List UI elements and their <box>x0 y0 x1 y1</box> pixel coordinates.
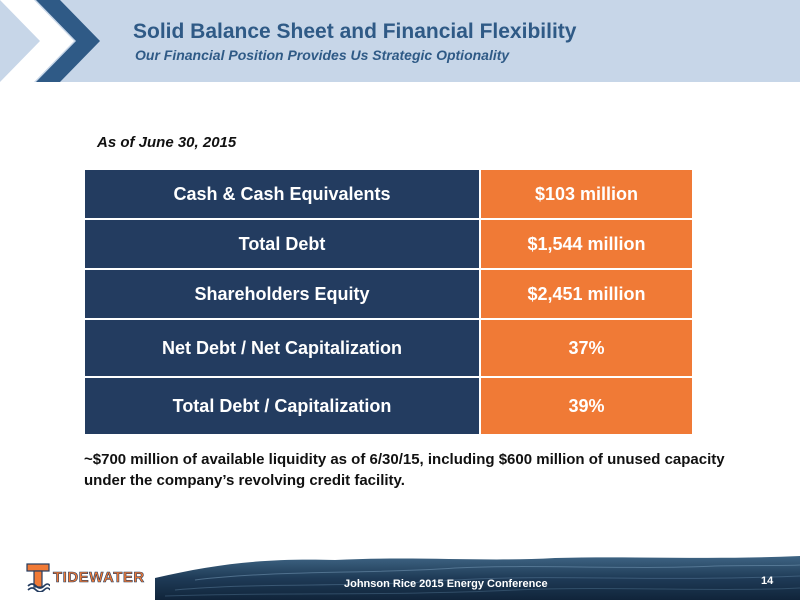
table-row: Total Debt $1,544 million <box>83 218 694 270</box>
row-value: 39% <box>479 376 694 436</box>
header-band: Solid Balance Sheet and Financial Flexib… <box>0 0 800 82</box>
row-value: $1,544 million <box>479 218 694 270</box>
table-row: Total Debt / Capitalization 39% <box>83 376 694 436</box>
slide-title: Solid Balance Sheet and Financial Flexib… <box>133 20 577 43</box>
tidewater-logo: TIDEWATER <box>26 562 145 592</box>
tidewater-logo-icon <box>26 563 50 592</box>
page-number: 14 <box>761 575 774 587</box>
row-label: Total Debt / Capitalization <box>83 376 481 436</box>
row-label: Net Debt / Net Capitalization <box>83 318 481 378</box>
row-value: 37% <box>479 318 694 378</box>
table-row: Net Debt / Net Capitalization 37% <box>83 318 694 378</box>
logo-wordmark: TIDEWATER <box>53 568 145 586</box>
ocean-waves-banner <box>155 556 800 600</box>
table-row: Cash & Cash Equivalents $103 million <box>83 168 694 220</box>
row-label: Shareholders Equity <box>83 268 481 320</box>
slide-subtitle: Our Financial Position Provides Us Strat… <box>135 47 510 63</box>
row-label: Cash & Cash Equivalents <box>83 168 481 220</box>
row-label: Total Debt <box>83 218 481 270</box>
liquidity-note: ~$700 million of available liquidity as … <box>84 451 725 489</box>
row-value: $103 million <box>479 168 694 220</box>
conference-name: Johnson Rice 2015 Energy Conference <box>344 578 548 590</box>
row-value: $2,451 million <box>479 268 694 320</box>
financial-summary-table: Cash & Cash Equivalents $103 million Tot… <box>83 168 694 436</box>
chevron-arrows-icon <box>0 0 100 82</box>
table-row: Shareholders Equity $2,451 million <box>83 268 694 320</box>
as-of-date: As of June 30, 2015 <box>97 134 237 151</box>
